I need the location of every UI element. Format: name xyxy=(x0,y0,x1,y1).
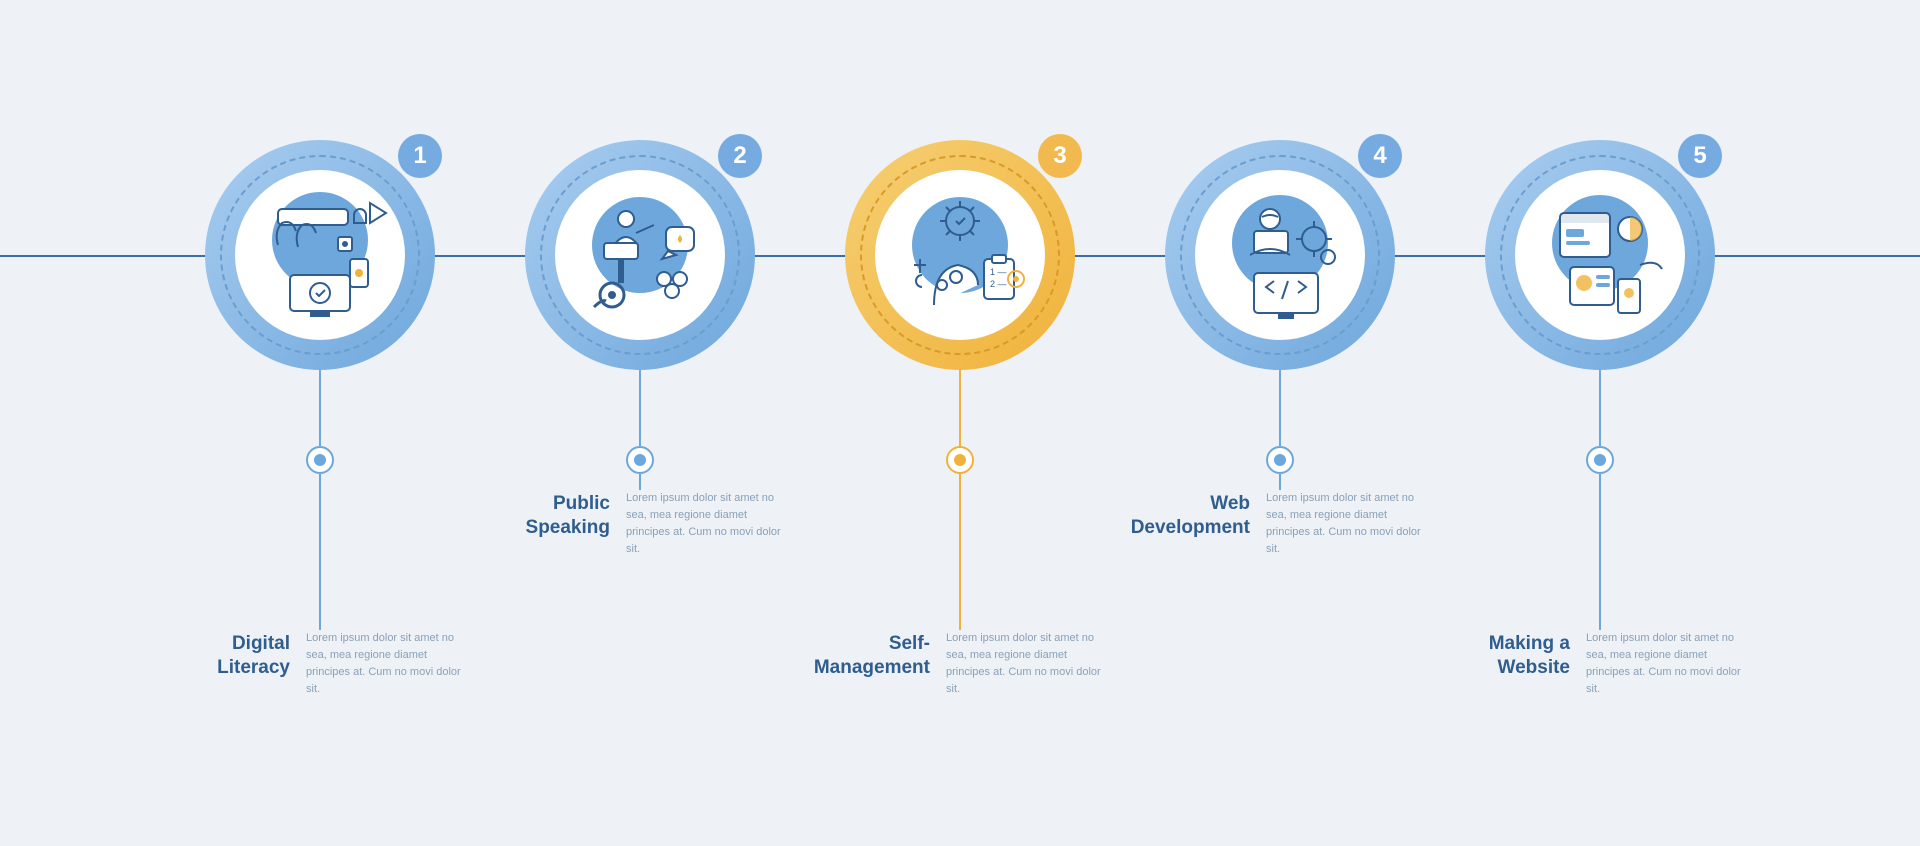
step-inner-disc xyxy=(1515,170,1685,340)
step-node-ring xyxy=(1586,446,1614,474)
step-number: 3 xyxy=(1053,142,1066,170)
step-node-dot xyxy=(1274,454,1286,466)
svg-text:1 —: 1 — xyxy=(990,267,1007,277)
public-speaking-icon xyxy=(570,185,710,325)
step-number: 4 xyxy=(1373,142,1386,170)
step-node-ring xyxy=(306,446,334,474)
making-website-icon xyxy=(1530,185,1670,325)
step-node-ring xyxy=(946,446,974,474)
step-vertical-line xyxy=(959,370,961,630)
step-title: Self-Management xyxy=(810,630,930,698)
digital-literacy-icon xyxy=(250,185,390,325)
step-text-block: Self-Management Lorem ipsum dolor sit am… xyxy=(810,630,1110,698)
self-management-icon: 1 — 2 — xyxy=(890,185,1030,325)
step-number-badge: 1 xyxy=(398,134,442,178)
step-node-dot xyxy=(1594,454,1606,466)
svg-text:2 —: 2 — xyxy=(990,279,1007,289)
step-vertical-line xyxy=(319,370,321,630)
step-body: Lorem ipsum dolor sit amet no sea, mea r… xyxy=(306,630,470,698)
step-title: Web Development xyxy=(1130,490,1250,558)
step-title: Digital Literacy xyxy=(170,630,290,698)
step-number: 2 xyxy=(733,142,746,170)
step-inner-disc xyxy=(555,170,725,340)
step-node-dot xyxy=(314,454,326,466)
step-title: Making a Website xyxy=(1450,630,1570,698)
step-text-block: Web Development Lorem ipsum dolor sit am… xyxy=(1130,490,1430,558)
step-vertical-line xyxy=(1599,370,1601,630)
step-number-badge: 4 xyxy=(1358,134,1402,178)
step-number: 5 xyxy=(1693,142,1706,170)
step-body: Lorem ipsum dolor sit amet no sea, mea r… xyxy=(1266,490,1430,558)
web-development-icon xyxy=(1210,185,1350,325)
infographic-canvas: 1 Digital Literacy Lorem ipsum dolor sit… xyxy=(0,0,1920,846)
step-text-block: Making a Website Lorem ipsum dolor sit a… xyxy=(1450,630,1750,698)
step-node-ring xyxy=(1266,446,1294,474)
step-title: Public Speaking xyxy=(490,490,610,558)
step-node-dot xyxy=(954,454,966,466)
step-inner-disc xyxy=(1195,170,1365,340)
step-text-block: Public Speaking Lorem ipsum dolor sit am… xyxy=(490,490,790,558)
step-number-badge: 5 xyxy=(1678,134,1722,178)
step-number-badge: 2 xyxy=(718,134,762,178)
step-text-block: Digital Literacy Lorem ipsum dolor sit a… xyxy=(170,630,470,698)
step-node-dot xyxy=(634,454,646,466)
step-body: Lorem ipsum dolor sit amet no sea, mea r… xyxy=(626,490,790,558)
step-number-badge: 3 xyxy=(1038,134,1082,178)
step-number: 1 xyxy=(413,142,426,170)
step-inner-disc xyxy=(235,170,405,340)
step-body: Lorem ipsum dolor sit amet no sea, mea r… xyxy=(1586,630,1750,698)
step-body: Lorem ipsum dolor sit amet no sea, mea r… xyxy=(946,630,1110,698)
step-node-ring xyxy=(626,446,654,474)
step-inner-disc: 1 — 2 — xyxy=(875,170,1045,340)
